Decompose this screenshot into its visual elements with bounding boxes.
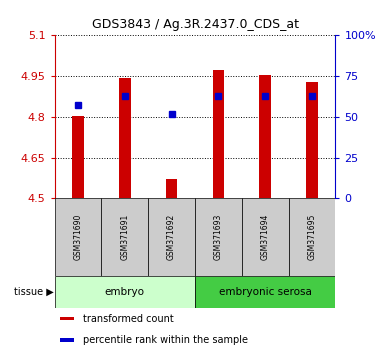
Text: GSM371695: GSM371695 — [307, 214, 317, 261]
Bar — [306, 81, 318, 198]
Bar — [72, 116, 84, 198]
Bar — [60, 317, 74, 320]
Bar — [195, 276, 335, 308]
Text: GSM371694: GSM371694 — [261, 214, 270, 261]
Text: percentile rank within the sample: percentile rank within the sample — [83, 335, 248, 345]
Text: transformed count: transformed count — [83, 314, 174, 324]
Bar — [55, 276, 195, 308]
Bar — [242, 198, 289, 276]
Bar — [259, 75, 271, 198]
Bar — [55, 198, 101, 276]
Bar — [166, 179, 177, 198]
Text: GSM371690: GSM371690 — [73, 214, 83, 261]
Bar — [289, 198, 335, 276]
Bar — [148, 198, 195, 276]
Text: embryo: embryo — [105, 287, 145, 297]
Bar — [101, 198, 148, 276]
Title: GDS3843 / Ag.3R.2437.0_CDS_at: GDS3843 / Ag.3R.2437.0_CDS_at — [92, 18, 298, 32]
Bar — [119, 78, 131, 198]
Bar — [195, 198, 242, 276]
Text: GSM371691: GSM371691 — [120, 214, 129, 260]
Text: GSM371692: GSM371692 — [167, 214, 176, 260]
Text: GSM371693: GSM371693 — [214, 214, 223, 261]
Bar — [213, 70, 224, 198]
Bar — [60, 338, 74, 342]
Text: embryonic serosa: embryonic serosa — [219, 287, 312, 297]
Text: tissue ▶: tissue ▶ — [14, 287, 54, 297]
